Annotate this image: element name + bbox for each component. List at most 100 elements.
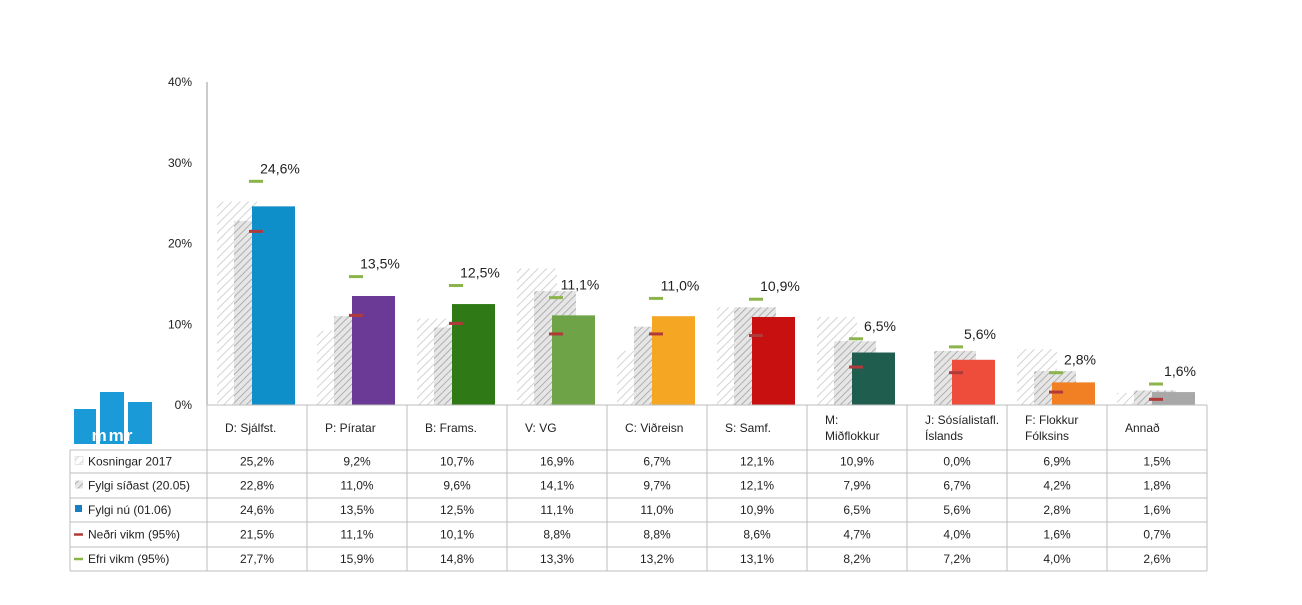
bar-fylgi-nu: [752, 316, 795, 405]
series-name: Fylgi nú (01.06): [88, 503, 171, 517]
table-cell: 10,9%: [840, 455, 874, 469]
category-label: C: Viðreisn: [625, 421, 683, 435]
table-cell: 15,9%: [340, 552, 374, 566]
table-cell: 11,0%: [640, 503, 673, 517]
table-cell: 0,0%: [943, 455, 971, 469]
table-cell: 25,2%: [240, 455, 274, 469]
table-cell: 6,7%: [643, 455, 671, 469]
y-tick-label: 0%: [175, 398, 193, 412]
data-label: 12,5%: [460, 264, 500, 280]
table-cell: 2,6%: [1143, 552, 1171, 566]
category-label: Íslands: [925, 428, 963, 443]
category-label: F: Flokkur: [1025, 413, 1078, 427]
table-cell: 9,7%: [643, 479, 671, 493]
table-cell: 9,2%: [343, 455, 371, 469]
table-cell: 13,3%: [540, 552, 574, 566]
table-cell: 1,6%: [1043, 528, 1071, 542]
category-label: Miðflokkur: [825, 429, 880, 443]
bar-fylgi-nu: [252, 206, 295, 405]
table-cell: 22,8%: [240, 479, 274, 493]
bar-fylgi-nu: [1052, 382, 1095, 405]
table-cell: 14,1%: [540, 479, 574, 493]
table-cell: 4,7%: [843, 528, 871, 542]
logo-block: [128, 402, 152, 444]
y-tick-label: 30%: [168, 156, 192, 170]
category-label: V: VG: [525, 421, 557, 435]
category-label: M:: [825, 413, 838, 427]
bar-fylgi-nu: [652, 316, 695, 405]
table-cell: 5,6%: [943, 503, 971, 517]
table-cell: 0,7%: [1143, 528, 1171, 542]
series-name: Neðri vikm (95%): [88, 528, 180, 542]
bar-fylgi-nu: [852, 352, 895, 405]
category-label: J: Sósíalistafl.: [925, 413, 999, 427]
table-cell: 24,6%: [240, 503, 274, 517]
table-cell: 6,7%: [943, 479, 971, 493]
bar-fylgi-nu: [452, 304, 495, 405]
table-cell: 1,6%: [1143, 503, 1171, 517]
table-cell: 10,9%: [740, 503, 774, 517]
table-cell: 4,2%: [1043, 479, 1071, 493]
mmr-logo: mmr: [74, 392, 152, 445]
data-label: 11,1%: [561, 277, 600, 293]
table-cell: 27,7%: [240, 552, 274, 566]
table-cell: 6,5%: [843, 503, 871, 517]
series-name: Kosningar 2017: [88, 455, 172, 469]
category-label: P: Píratar: [325, 421, 376, 435]
table-cell: 11,1%: [340, 528, 373, 542]
category-label: S: Samf.: [725, 421, 771, 435]
table-cell: 11,0%: [340, 479, 373, 493]
logo-text: mmr: [92, 426, 135, 445]
table-cell: 2,8%: [1043, 503, 1071, 517]
data-label: 11,0%: [661, 277, 700, 293]
table-cell: 12,1%: [740, 479, 774, 493]
table-cell: 1,8%: [1143, 479, 1171, 493]
bar-fylgi-nu: [952, 359, 995, 405]
table-cell: 9,6%: [443, 479, 471, 493]
table-cell: 16,9%: [540, 455, 574, 469]
category-label: D: Sjálfst.: [225, 421, 276, 435]
y-tick-label: 10%: [168, 317, 192, 331]
table-cell: 14,8%: [440, 552, 474, 566]
table-cell: 21,5%: [240, 528, 274, 542]
data-label: 13,5%: [360, 256, 400, 272]
bar-fylgi-nu: [552, 315, 595, 405]
category-label: B: Frams.: [425, 421, 477, 435]
legend-key-fylgi-nu: [75, 505, 82, 512]
table-cell: 13,5%: [340, 503, 374, 517]
table-cell: 8,2%: [843, 552, 871, 566]
legend-key-fylgi-sidast: [75, 480, 83, 489]
data-label: 6,5%: [864, 318, 896, 334]
category-label: Annað: [1125, 421, 1160, 435]
table-cell: 8,8%: [643, 528, 671, 542]
table-cell: 12,5%: [440, 503, 474, 517]
bar-fylgi-nu: [1152, 392, 1195, 405]
data-label: 1,6%: [1164, 363, 1196, 379]
series-name: Fylgi síðast (20.05): [88, 479, 190, 493]
data-label: 5,6%: [964, 326, 996, 342]
table-cell: 8,8%: [543, 528, 571, 542]
table-cell: 4,0%: [1043, 552, 1071, 566]
logo-block: [100, 392, 124, 444]
series-name: Efri vikm (95%): [88, 552, 169, 566]
category-label: Fólksins: [1025, 429, 1069, 443]
y-tick-label: 40%: [168, 75, 192, 89]
table-cell: 12,1%: [740, 455, 774, 469]
y-tick-label: 20%: [168, 237, 192, 251]
table-cell: 10,1%: [440, 528, 474, 542]
data-label: 2,8%: [1064, 352, 1096, 368]
table-cell: 7,2%: [943, 552, 971, 566]
data-label: 24,6%: [260, 160, 300, 176]
table-cell: 13,1%: [740, 552, 774, 566]
table-cell: 10,7%: [440, 455, 474, 469]
table-cell: 11,1%: [540, 503, 573, 517]
bar-fylgi-nu: [352, 295, 395, 405]
table-cell: 1,5%: [1143, 455, 1171, 469]
table-cell: 13,2%: [640, 552, 674, 566]
table-cell: 8,6%: [743, 528, 771, 542]
logo-block: [74, 409, 96, 444]
table-cell: 7,9%: [843, 479, 871, 493]
legend-key-kosningar-2017: [74, 456, 84, 465]
